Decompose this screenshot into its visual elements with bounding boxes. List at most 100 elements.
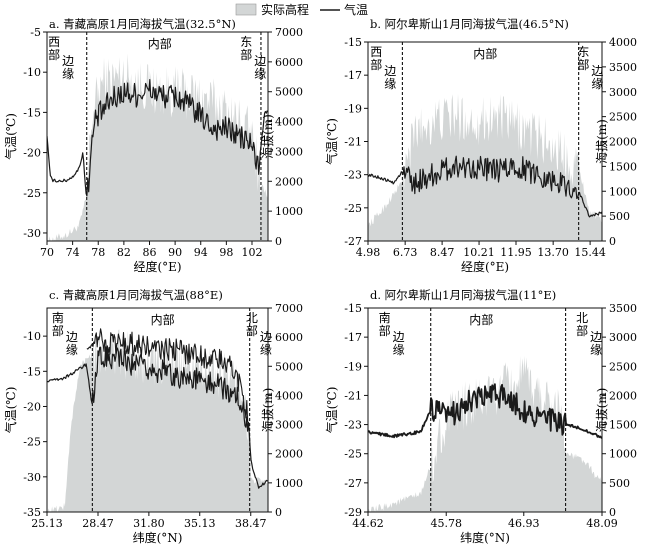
y2-tick-label: 7000 xyxy=(275,302,303,315)
y-tick-label: -25 xyxy=(23,187,41,200)
region-label: 南部 边缘 xyxy=(52,310,78,357)
panel-b: 4.98 6.73 8.47 10.21 11.95 13.70 15.44 -27 -25 -2… xyxy=(324,17,637,274)
y2-tick-label: 2000 xyxy=(609,136,637,149)
x-tick-label: 44.62 xyxy=(352,517,384,530)
region-label: 东部 边缘 xyxy=(577,45,603,91)
y2-tick-label: 4000 xyxy=(275,389,303,402)
y-axis-label: 气温(℃) xyxy=(3,113,18,160)
y2-tick-label: 0 xyxy=(609,235,616,248)
y2-tick-label: 500 xyxy=(609,477,630,490)
panel-title: a. 青藏高原1月同海拔气温(32.5°N) xyxy=(49,17,236,31)
y2-tick-label: 5000 xyxy=(275,86,303,99)
plot-frame xyxy=(46,31,269,242)
x-tick-label: 10.21 xyxy=(463,246,495,259)
y-tick-label: -20 xyxy=(23,147,41,160)
x-tick-label: 31.80 xyxy=(133,517,165,530)
x-tick-label: 90 xyxy=(168,246,182,259)
x-tick-label: 45.78 xyxy=(430,517,462,530)
y-tick-label: -29 xyxy=(344,506,362,519)
legend-terrain-label: 实际高程 xyxy=(261,2,309,17)
y2-tick-label: 3000 xyxy=(609,86,637,99)
y-tick-label: -23 xyxy=(344,169,362,182)
x-tick-label: 70 xyxy=(40,246,54,259)
panel-title: b. 阿尔卑斯山1月同海拔气温(46.5°N) xyxy=(370,17,569,31)
y2-axis-label: 海拔(m) xyxy=(260,388,275,433)
region-label: 西部 边缘 xyxy=(370,45,396,91)
x-tick-label: 4.98 xyxy=(356,246,381,259)
region-label: 北部 边缘 xyxy=(246,311,272,357)
y2-tick-label: 0 xyxy=(609,506,616,519)
region-label: 内部 xyxy=(151,312,175,327)
y2-axis-label: 海拔(m) xyxy=(594,388,609,433)
x-tick-label: 6.73 xyxy=(393,246,418,259)
y2-tick-label: 3500 xyxy=(609,302,637,315)
y-tick-label: -25 xyxy=(344,202,362,215)
x-tick-label: 35.13 xyxy=(184,517,216,530)
x-axis-label: 纬度(°N) xyxy=(460,530,510,545)
x-tick-label: 74 xyxy=(66,246,80,259)
x-tick-label: 48.09 xyxy=(586,517,618,530)
x-tick-label: 25.13 xyxy=(31,517,63,530)
y2-tick-label: 1000 xyxy=(609,185,637,198)
y-tick-label: -15 xyxy=(344,36,362,49)
temperature-line xyxy=(47,345,268,489)
x-tick-label: 86 xyxy=(142,246,156,259)
x-axis-label: 纬度(°N) xyxy=(133,530,183,545)
x-tick-label: 15.44 xyxy=(574,246,606,259)
y2-tick-label: 3000 xyxy=(275,145,303,158)
temperature-line xyxy=(47,79,268,197)
y-axis-label: 气温(℃) xyxy=(324,118,339,165)
y-tick-label: -21 xyxy=(344,389,362,402)
y2-tick-label: 0 xyxy=(275,506,282,519)
plot-frame xyxy=(46,307,269,513)
x-tick-label: 78 xyxy=(91,246,105,259)
y2-tick-label: 1500 xyxy=(609,419,637,432)
temperature-line-upper xyxy=(86,328,249,423)
y-tick-label: -19 xyxy=(344,360,362,373)
terrain-area xyxy=(47,53,268,241)
y2-tick-label: 2000 xyxy=(275,175,303,188)
x-axis-label: 经度(°E) xyxy=(461,259,509,274)
panel-d: 44.62 45.78 46.93 48.09 -29 -27 -25 -23 -21 -19 -1… xyxy=(324,288,637,545)
y2-axis-label: 海拔(m) xyxy=(594,119,609,164)
panel-title: c. 青藏高原1月同海拔气温(88°E) xyxy=(49,288,223,302)
y-tick-label: -15 xyxy=(344,302,362,315)
y2-tick-label: 2000 xyxy=(275,448,303,461)
region-label: 内部 xyxy=(148,36,172,51)
y-tick-label: -20 xyxy=(23,400,41,413)
y2-tick-label: 6000 xyxy=(275,56,303,69)
y2-axis-label: 海拔(m) xyxy=(260,114,275,159)
y2-tick-label: 1000 xyxy=(609,448,637,461)
y-tick-label: -25 xyxy=(344,448,362,461)
y2-tick-label: 3000 xyxy=(609,331,637,344)
y-tick-label: -23 xyxy=(344,419,362,432)
y-tick-label: -15 xyxy=(23,365,41,378)
y2-tick-label: 4000 xyxy=(609,36,637,49)
y-tick-label: -5 xyxy=(30,26,41,39)
legend-terrain-swatch xyxy=(235,3,257,16)
x-tick-label: 11.95 xyxy=(500,246,532,259)
y-tick-label: -17 xyxy=(344,69,362,82)
y2-tick-label: 0 xyxy=(275,235,282,248)
terrain-area xyxy=(368,355,602,512)
y-tick-label: -27 xyxy=(344,477,362,490)
panel-a: 70 74 78 82 86 90 94 98 102 -30 -25 -20 -15 -10 -5 0 100… xyxy=(3,17,303,274)
panel-title: d. 阿尔卑斯山1月同海拔气温(11°E) xyxy=(370,288,556,302)
y2-tick-label: 2000 xyxy=(609,389,637,402)
y-tick-label: -30 xyxy=(23,227,41,240)
region-label: 东部 边缘 xyxy=(240,35,266,81)
y-tick-label: -10 xyxy=(23,66,41,79)
y2-tick-label: 3500 xyxy=(609,61,637,74)
y2-tick-label: 3000 xyxy=(275,419,303,432)
region-label: 北部 边缘 xyxy=(576,311,602,357)
y2-tick-label: 2500 xyxy=(609,111,637,124)
y-tick-label: -17 xyxy=(344,331,362,344)
x-tick-label: 94 xyxy=(194,246,208,259)
y2-tick-label: 5000 xyxy=(275,360,303,373)
x-tick-label: 98 xyxy=(219,246,233,259)
y2-tick-label: 4000 xyxy=(275,116,303,129)
y2-tick-label: 1000 xyxy=(275,477,303,490)
y2-tick-label: 2500 xyxy=(609,360,637,373)
plot-frame xyxy=(367,307,603,513)
